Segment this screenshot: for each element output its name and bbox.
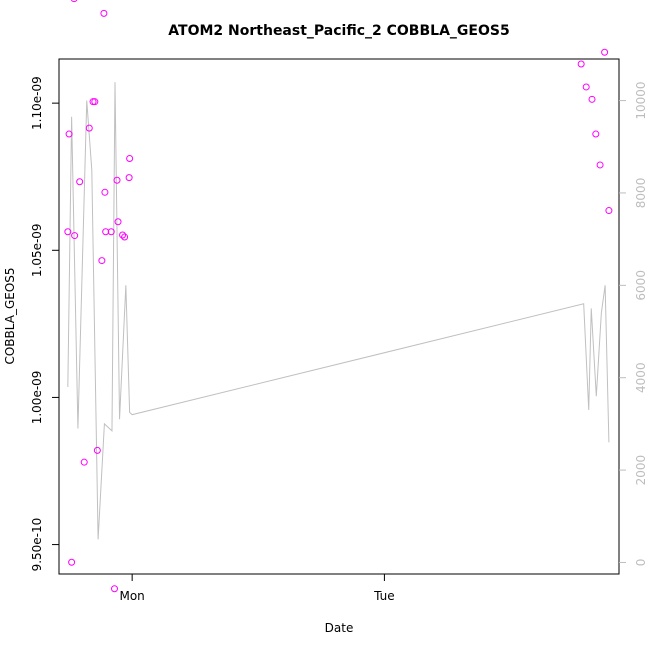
- data-point: [100, 9, 108, 17]
- left-y-axis: 9.50e-10 1.00e-09 1.05e-09 1.10e-09: [30, 76, 59, 571]
- data-point: [125, 174, 133, 182]
- data-point: [93, 446, 101, 454]
- data-point: [98, 257, 106, 265]
- data-point: [68, 558, 76, 566]
- data-point: [64, 228, 72, 236]
- data-point: [577, 60, 585, 68]
- right-y-tick-label: 2000: [634, 455, 648, 486]
- right-y-axis: 0 2000 4000 6000 8000 10000: [619, 81, 648, 566]
- series-line: [67, 82, 610, 540]
- left-y-tick-label: 9.50e-10: [30, 518, 44, 572]
- scatter-series: [64, 0, 613, 593]
- data-point: [113, 176, 121, 184]
- plot-frame: [58, 58, 620, 575]
- data-point: [582, 83, 590, 91]
- left-y-tick-label: 1.05e-09: [30, 223, 44, 277]
- data-point: [91, 98, 99, 106]
- right-y-tick-label: 6000: [634, 270, 648, 301]
- data-point: [101, 188, 109, 196]
- data-point: [592, 130, 600, 138]
- left-y-tick-label: 1.10e-09: [30, 76, 44, 130]
- x-tick-label: Tue: [373, 589, 395, 603]
- data-point: [121, 233, 129, 241]
- line-series: [67, 82, 610, 540]
- right-y-tick-label: 4000: [634, 362, 648, 393]
- right-y-tick-label: 10000: [634, 81, 648, 119]
- data-point: [85, 124, 93, 132]
- data-point: [80, 458, 88, 466]
- data-point: [126, 154, 134, 162]
- x-axis: Mon Tue: [119, 574, 395, 603]
- data-point: [605, 207, 613, 215]
- data-point: [70, 0, 78, 3]
- right-y-tick-label: 8000: [634, 178, 648, 209]
- data-point: [71, 232, 79, 240]
- left-y-tick-label: 1.00e-09: [30, 371, 44, 425]
- data-point: [588, 95, 596, 103]
- data-point: [107, 228, 115, 236]
- data-point: [114, 218, 122, 226]
- chart-title: ATOM2 Northeast_Pacific_2 COBBLA_GEOS5: [168, 23, 509, 39]
- data-point: [596, 161, 604, 169]
- right-y-tick-label: 0: [634, 559, 648, 567]
- data-point: [65, 130, 73, 138]
- data-point: [119, 231, 127, 239]
- data-point: [110, 585, 118, 593]
- x-tick-label: Mon: [119, 589, 144, 603]
- data-point: [76, 178, 84, 186]
- data-point: [601, 48, 609, 56]
- x-axis-label: Date: [325, 621, 354, 635]
- y-axis-label: COBBLA_GEOS5: [3, 267, 17, 364]
